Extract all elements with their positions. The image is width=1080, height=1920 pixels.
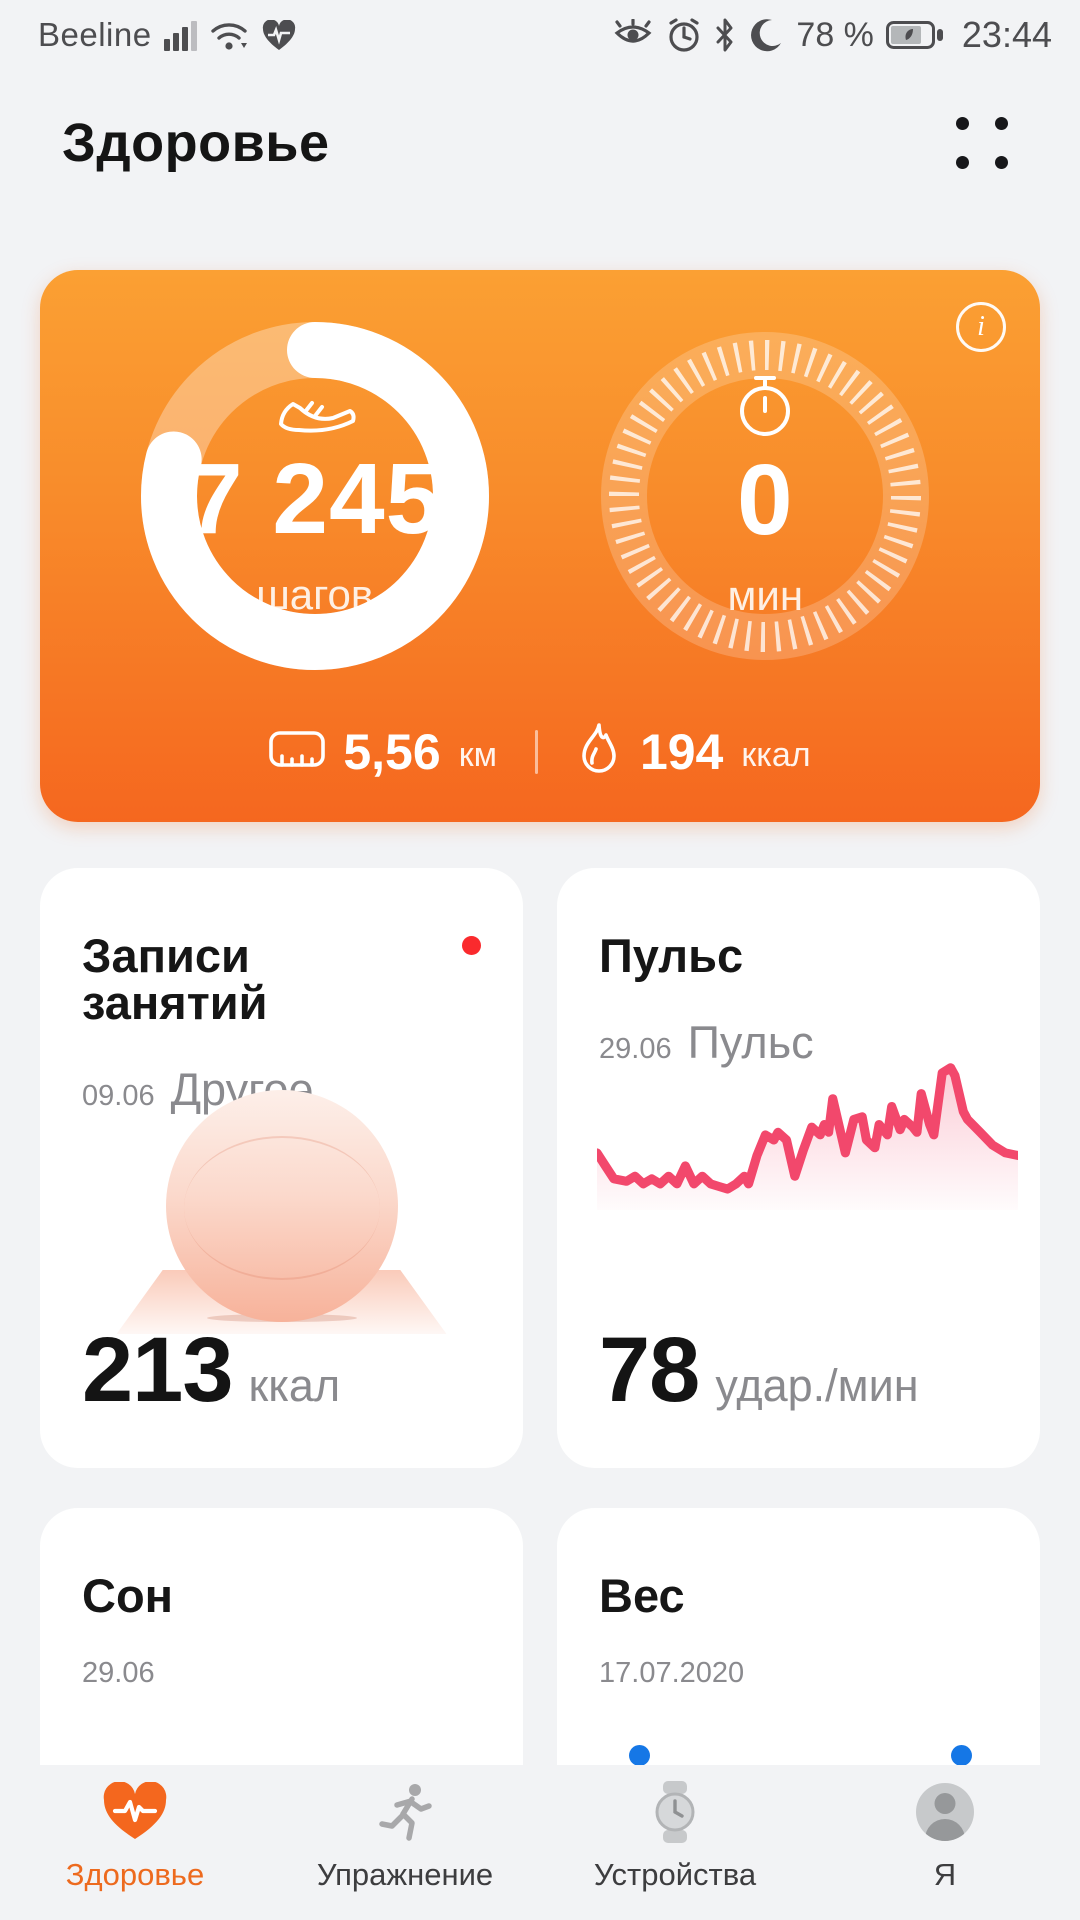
weight-chart-dot xyxy=(951,1745,972,1766)
sleep-card-title: Сон xyxy=(82,1569,174,1622)
stats-divider xyxy=(534,729,538,774)
heart-rate-subtitle: Пульс xyxy=(687,1017,814,1068)
exercise-records-card[interactable]: Записи занятий 09.06 Другое 213 ккал xyxy=(40,868,523,1468)
carrier-name: Beeline xyxy=(38,16,152,53)
heart-rate-chart xyxy=(592,1052,1023,1210)
notification-dot xyxy=(462,936,481,955)
activity-stats-row: 5,56 км 194 ккал xyxy=(40,721,1040,782)
calories-unit: ккал xyxy=(741,736,811,774)
distance-unit: км xyxy=(458,736,497,774)
exercise-calories-value: 213 xyxy=(82,1319,233,1421)
weight-date: 17.07.2020 xyxy=(599,1657,745,1689)
heart-rate-value: 78 xyxy=(599,1319,700,1421)
heart-rate-date: 29.06 xyxy=(599,1033,672,1065)
exercise-calories-unit: ккал xyxy=(248,1360,341,1411)
bluetooth-icon xyxy=(714,18,736,52)
nav-label: Я xyxy=(933,1857,957,1892)
moon-icon xyxy=(748,18,782,52)
watch-icon xyxy=(648,1781,702,1843)
battery-icon xyxy=(885,19,944,51)
info-icon[interactable]: i xyxy=(956,302,1006,352)
header: Здоровье xyxy=(0,88,1080,198)
nav-label: Здоровье xyxy=(65,1857,205,1892)
activity-summary-card[interactable]: i 7 245 шагов xyxy=(40,270,1040,822)
bottom-navigation: Здоровье Упражнение Устройства xyxy=(0,1765,1080,1920)
nav-item-me[interactable]: Я xyxy=(810,1765,1080,1920)
page-title: Здоровье xyxy=(62,113,330,173)
nav-item-devices[interactable]: Устройства xyxy=(540,1765,810,1920)
status-bar: Beeline xyxy=(0,0,1080,64)
nav-item-exercise[interactable]: Упражнение xyxy=(270,1765,540,1920)
weight-card-title: Вес xyxy=(599,1569,685,1622)
nav-item-health[interactable]: Здоровье xyxy=(0,1765,270,1920)
exercise-subtitle: Другое xyxy=(170,1064,314,1115)
heart-pulse-icon xyxy=(102,1781,168,1843)
person-icon xyxy=(916,1781,974,1843)
nav-label: Устройства xyxy=(593,1857,757,1892)
battery-percent: 78 % xyxy=(796,15,874,54)
alarm-icon xyxy=(666,18,702,52)
eye-comfort-icon xyxy=(612,19,654,51)
heart-rate-line xyxy=(592,1063,1023,1194)
steps-value: 7 245 xyxy=(187,442,443,555)
grid-menu-icon[interactable] xyxy=(946,107,1018,179)
shoe-icon xyxy=(269,374,361,443)
duration-value: 0 xyxy=(737,443,794,556)
signal-icon xyxy=(163,20,198,51)
heart-pulse-icon xyxy=(262,19,296,51)
runner-icon xyxy=(376,1781,434,1843)
steps-progress-arc xyxy=(140,322,489,670)
duration-ring: 0 мин xyxy=(589,320,941,672)
nav-label: Упражнение xyxy=(316,1857,494,1892)
distance-value: 5,56 xyxy=(343,723,441,780)
clock-time: 23:44 xyxy=(961,14,1052,55)
stopwatch-icon xyxy=(735,373,795,444)
distance-icon xyxy=(269,729,326,774)
heart-rate-card-title: Пульс xyxy=(599,929,744,982)
duration-unit: мин xyxy=(727,571,804,619)
calories-value: 194 xyxy=(639,723,724,780)
steps-ring: 7 245 шагов xyxy=(139,320,491,672)
sleep-date: 29.06 xyxy=(82,1657,155,1689)
steps-unit: шагов xyxy=(256,570,374,618)
heart-rate-unit: удар./мин xyxy=(715,1360,919,1411)
flame-icon xyxy=(576,721,622,782)
exercise-date: 09.06 xyxy=(82,1080,155,1112)
heart-rate-card[interactable]: Пульс 29.06 Пульс 78 удар./мин xyxy=(557,868,1040,1468)
weight-chart-dot xyxy=(629,1745,650,1766)
wifi-icon xyxy=(210,19,250,51)
exercise-card-title: Записи занятий xyxy=(82,929,268,1029)
